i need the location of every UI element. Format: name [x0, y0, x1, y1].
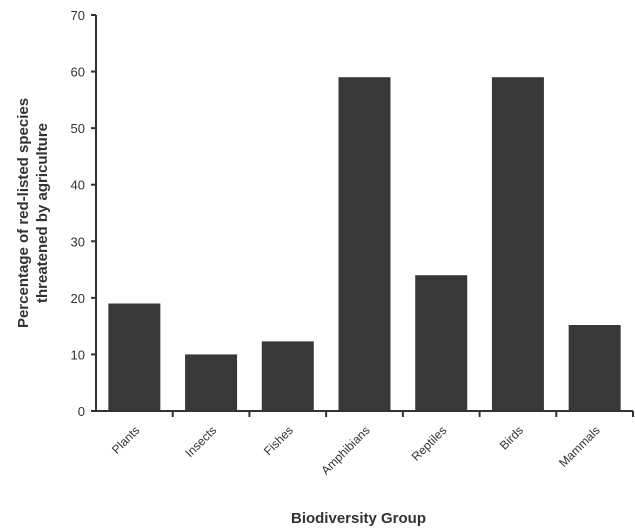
- x-category-label: Birds: [497, 423, 526, 452]
- x-category-label: Amphibians: [318, 423, 372, 477]
- y-tick-label: 0: [78, 404, 85, 419]
- bar-fishes: [261, 341, 314, 411]
- bar-birds: [491, 77, 544, 411]
- bars: [108, 77, 621, 411]
- y-tick-label: 40: [71, 178, 85, 193]
- bar-amphibians: [338, 77, 391, 411]
- x-category-label: Mammals: [556, 423, 603, 470]
- x-axis-category-labels: Plants Insects Fishes Amphibians Reptiles Bir…: [109, 423, 603, 477]
- x-category-label: Fishes: [261, 423, 296, 458]
- bar-mammals: [568, 325, 621, 411]
- bar-plants: [108, 303, 161, 411]
- y-tick-label: 30: [71, 234, 85, 249]
- y-tick-label: 10: [71, 347, 85, 362]
- y-tick-label: 20: [71, 291, 85, 306]
- x-category-label: Reptiles: [409, 423, 450, 464]
- y-tick-label: 60: [71, 65, 85, 80]
- x-category-label: Insects: [182, 423, 219, 460]
- x-category-label: Plants: [109, 423, 142, 456]
- x-axis-title: Biodiversity Group: [291, 510, 426, 527]
- bar-insects: [185, 354, 238, 411]
- y-axis-title-line-1: Percentage of red-listed species: [15, 98, 32, 328]
- y-axis-ticks: 0 10 20 30 40 50 60 70: [71, 8, 96, 419]
- y-tick-label: 70: [71, 8, 85, 23]
- y-tick-label: 50: [71, 121, 85, 136]
- bar-reptiles: [415, 275, 468, 411]
- y-axis-title-line-2: threatened by agriculture: [34, 123, 51, 303]
